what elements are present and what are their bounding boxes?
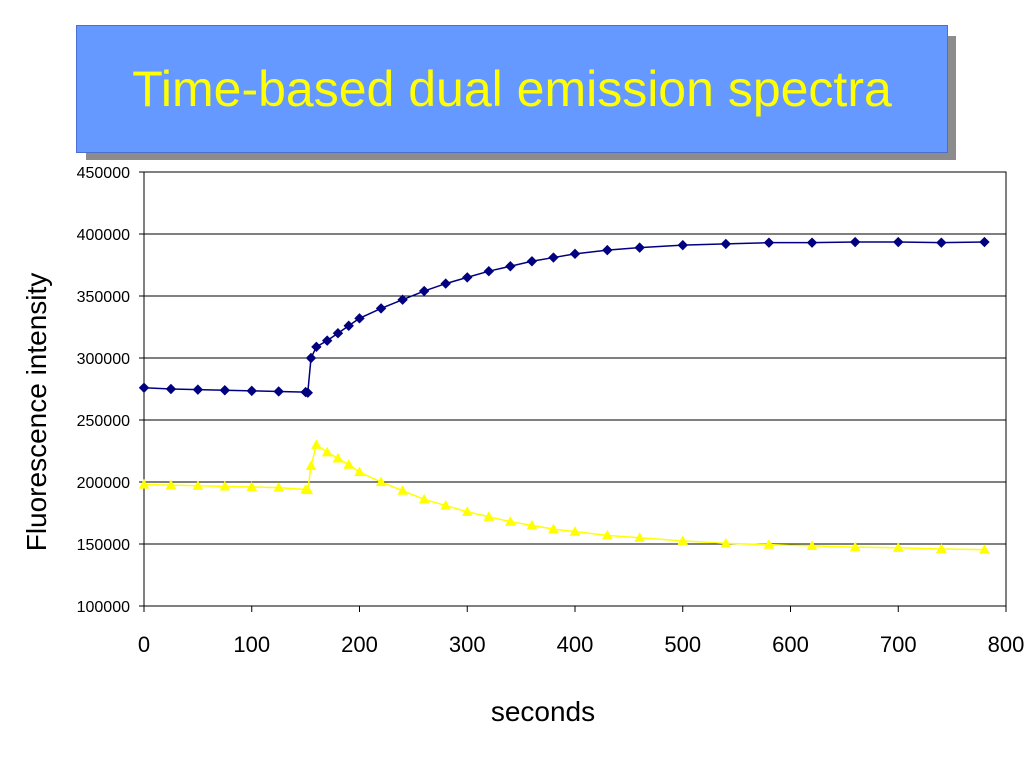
- data-point: [548, 252, 559, 263]
- y-tick-label: 450000: [77, 165, 130, 182]
- data-point: [720, 238, 732, 250]
- data-point: [569, 526, 581, 536]
- data-point: [893, 236, 904, 248]
- data-point: [343, 320, 354, 331]
- data-point: [192, 480, 204, 490]
- data-point: [246, 385, 257, 397]
- data-point: [483, 511, 495, 521]
- slide-title: Time-based dual emission spectra: [132, 61, 892, 117]
- data-point: [418, 285, 430, 297]
- data-point: [354, 313, 365, 324]
- data-point: [138, 478, 150, 489]
- data-point: [219, 480, 231, 491]
- data-point: [601, 529, 613, 540]
- title-box: Time-based dual emission spectra: [76, 25, 948, 153]
- data-point: [219, 385, 231, 396]
- data-point: [305, 460, 317, 470]
- data-point: [321, 446, 333, 457]
- x-tick-label: 400: [557, 632, 594, 657]
- data-point: [806, 540, 818, 550]
- data-point: [677, 239, 688, 251]
- data-point: [354, 466, 365, 477]
- data-point: [375, 476, 387, 487]
- data-point: [311, 341, 322, 353]
- gridlines: [144, 233, 1006, 545]
- data-point: [634, 532, 645, 542]
- data-point: [526, 519, 538, 530]
- data-point: [505, 516, 516, 526]
- data-point: [892, 542, 904, 552]
- data-point: [273, 482, 285, 492]
- data-point: [192, 384, 204, 395]
- data-point: [979, 236, 990, 248]
- data-point: [397, 485, 408, 495]
- y-tick-label: 350000: [77, 289, 130, 306]
- data-point: [138, 382, 150, 393]
- x-tick-label: 500: [664, 632, 701, 657]
- data-point: [165, 479, 177, 490]
- data-series: [138, 236, 990, 554]
- data-point: [165, 383, 177, 395]
- y-tick-label: 100000: [77, 599, 130, 616]
- data-point: [569, 248, 581, 260]
- data-point: [936, 543, 947, 554]
- data-point: [343, 459, 355, 469]
- data-point: [763, 237, 775, 248]
- data-point: [321, 335, 333, 346]
- data-point: [332, 452, 344, 463]
- y-tick-label: 300000: [77, 351, 130, 368]
- y-axis-title: Fluorescence intensity: [21, 273, 52, 552]
- data-point: [602, 244, 613, 256]
- data-point: [505, 261, 516, 272]
- data-point: [936, 237, 947, 248]
- x-tick-label: 100: [233, 632, 270, 657]
- data-point: [302, 484, 314, 495]
- x-tick-label: 0: [138, 632, 150, 657]
- data-point: [462, 272, 473, 283]
- data-point: [332, 327, 344, 339]
- data-point: [273, 386, 284, 397]
- data-point: [677, 535, 689, 545]
- data-point: [246, 481, 258, 492]
- x-tick-label: 300: [449, 632, 486, 657]
- data-point: [483, 265, 495, 277]
- data-point: [311, 439, 322, 449]
- y-tick-label: 400000: [77, 227, 130, 244]
- data-point: [397, 294, 408, 305]
- data-point: [440, 500, 452, 510]
- data-point: [375, 303, 387, 314]
- y-tick-label: 200000: [77, 475, 130, 492]
- data-point: [720, 537, 732, 548]
- x-tick-label: 800: [988, 632, 1024, 657]
- data-point: [806, 237, 818, 248]
- data-point: [548, 523, 559, 534]
- plot-area: [143, 171, 1007, 607]
- data-point: [849, 541, 861, 552]
- x-tick-label: 700: [880, 632, 917, 657]
- data-point: [634, 242, 645, 253]
- data-point: [302, 387, 313, 398]
- axes: 1000001500002000002500003000003500004000…: [77, 165, 1024, 657]
- data-point: [849, 236, 861, 248]
- series-1: [138, 236, 990, 398]
- data-point: [461, 506, 473, 516]
- data-point: [763, 539, 775, 549]
- x-tick-label: 200: [341, 632, 378, 657]
- series-line: [143, 443, 985, 551]
- series-line: [143, 241, 985, 394]
- y-tick-label: 150000: [77, 537, 130, 554]
- data-point: [979, 544, 990, 554]
- data-point: [305, 352, 317, 364]
- x-axis-title: seconds: [491, 696, 595, 727]
- series-2: [138, 439, 990, 554]
- data-point: [418, 493, 430, 504]
- y-tick-label: 250000: [77, 413, 130, 430]
- data-point: [440, 278, 451, 289]
- x-tick-label: 600: [772, 632, 809, 657]
- data-point: [526, 256, 538, 267]
